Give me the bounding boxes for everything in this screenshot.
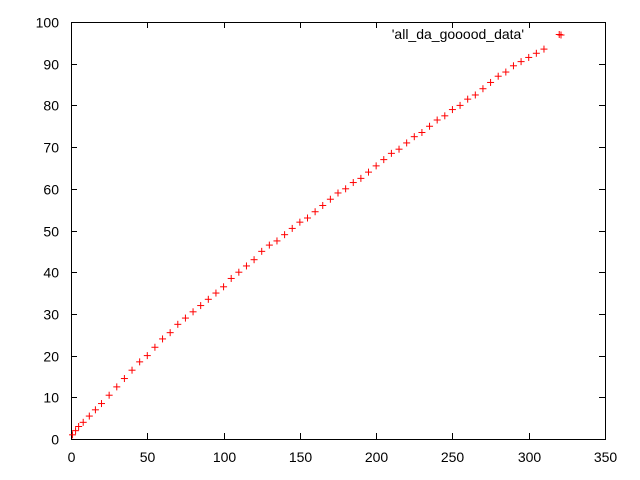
- data-point: [166, 329, 174, 337]
- data-point: [136, 358, 144, 366]
- data-point: [403, 139, 411, 147]
- data-point: [212, 289, 220, 297]
- data-point: [326, 195, 334, 203]
- tick-labels: 0 50 100 150 200 250 300 350 0 10 20 30 40 50 60 70 80 90…: [36, 15, 618, 466]
- data-point: [242, 262, 250, 270]
- data-point: [69, 431, 77, 439]
- data-point: [189, 308, 197, 316]
- data-point: [319, 201, 327, 209]
- y-tick-label: 50: [43, 224, 59, 240]
- axes-frame: [71, 22, 606, 440]
- data-point: [479, 85, 487, 93]
- data-point: [235, 268, 243, 276]
- data-point: [387, 149, 395, 157]
- data-point: [487, 78, 495, 86]
- y-tick-label: 10: [43, 390, 59, 406]
- x-tick-label: 300: [518, 449, 542, 465]
- data-point: [98, 400, 106, 408]
- data-point: [357, 174, 365, 182]
- data-point: [220, 283, 228, 291]
- y-tick-label: 40: [43, 265, 59, 281]
- y-tick-label: 60: [43, 182, 59, 198]
- data-point: [525, 53, 533, 61]
- x-tick-label: 100: [213, 449, 237, 465]
- data-point: [174, 320, 182, 328]
- data-point: [365, 168, 373, 176]
- data-point: [120, 375, 128, 383]
- data-point: [288, 224, 296, 232]
- data-point: [410, 133, 418, 141]
- x-tick-label: 350: [594, 449, 618, 465]
- data-point: [72, 427, 80, 435]
- data-point: [204, 295, 212, 303]
- y-tick-label: 20: [43, 349, 59, 365]
- data-point: [128, 366, 136, 374]
- x-tick-label: 150: [289, 449, 313, 465]
- x-tick-label: 200: [365, 449, 389, 465]
- data-point: [281, 231, 289, 239]
- data-point: [456, 101, 464, 109]
- data-point: [532, 49, 540, 57]
- legend-label: 'all_da_gooood_data': [392, 26, 524, 42]
- data-point: [441, 112, 449, 120]
- data-point: [540, 45, 548, 53]
- y-tick-label: 0: [51, 432, 59, 448]
- data-point: [303, 214, 311, 222]
- data-point: [296, 218, 304, 226]
- axis-ticks: [71, 22, 606, 440]
- data-point: [502, 68, 510, 76]
- legend: 'all_da_gooood_data': [392, 26, 565, 42]
- data-point: [418, 129, 426, 137]
- data-point: [265, 241, 273, 249]
- data-point: [448, 106, 456, 114]
- y-tick-label: 70: [43, 140, 59, 156]
- data-point: [464, 95, 472, 103]
- data-point: [380, 156, 388, 164]
- plot-border: [71, 22, 606, 440]
- data-point: [509, 62, 517, 70]
- data-point: [517, 58, 525, 66]
- data-point: [342, 185, 350, 193]
- data-point: [227, 274, 235, 282]
- data-point: [143, 352, 151, 360]
- data-point: [79, 418, 87, 426]
- y-tick-label: 90: [43, 57, 59, 73]
- data-point: [426, 122, 434, 130]
- data-point: [471, 91, 479, 99]
- data-point: [349, 179, 357, 187]
- data-points: [69, 31, 563, 439]
- data-point: [197, 302, 205, 310]
- data-point: [433, 116, 441, 124]
- data-point: [395, 145, 403, 153]
- data-point: [372, 162, 380, 170]
- data-point: [159, 335, 167, 343]
- x-tick-label: 50: [140, 449, 156, 465]
- data-point: [334, 189, 342, 197]
- x-tick-label: 250: [441, 449, 465, 465]
- data-point: [273, 237, 281, 245]
- x-tick-label: 0: [68, 449, 76, 465]
- data-point: [494, 72, 502, 80]
- data-point: [250, 256, 258, 264]
- data-point: [151, 343, 159, 351]
- y-tick-label: 30: [43, 307, 59, 323]
- data-point: [113, 383, 121, 391]
- data-point: [311, 208, 319, 216]
- data-point: [75, 422, 83, 430]
- data-point: [258, 247, 266, 255]
- legend-marker-plus: [557, 31, 565, 39]
- y-tick-label: 80: [43, 98, 59, 114]
- legend-marker: [557, 31, 565, 39]
- data-point: [91, 406, 99, 414]
- data-point: [85, 412, 93, 420]
- data-point: [181, 314, 189, 322]
- data-point: [105, 391, 113, 399]
- y-tick-label: 100: [36, 15, 60, 31]
